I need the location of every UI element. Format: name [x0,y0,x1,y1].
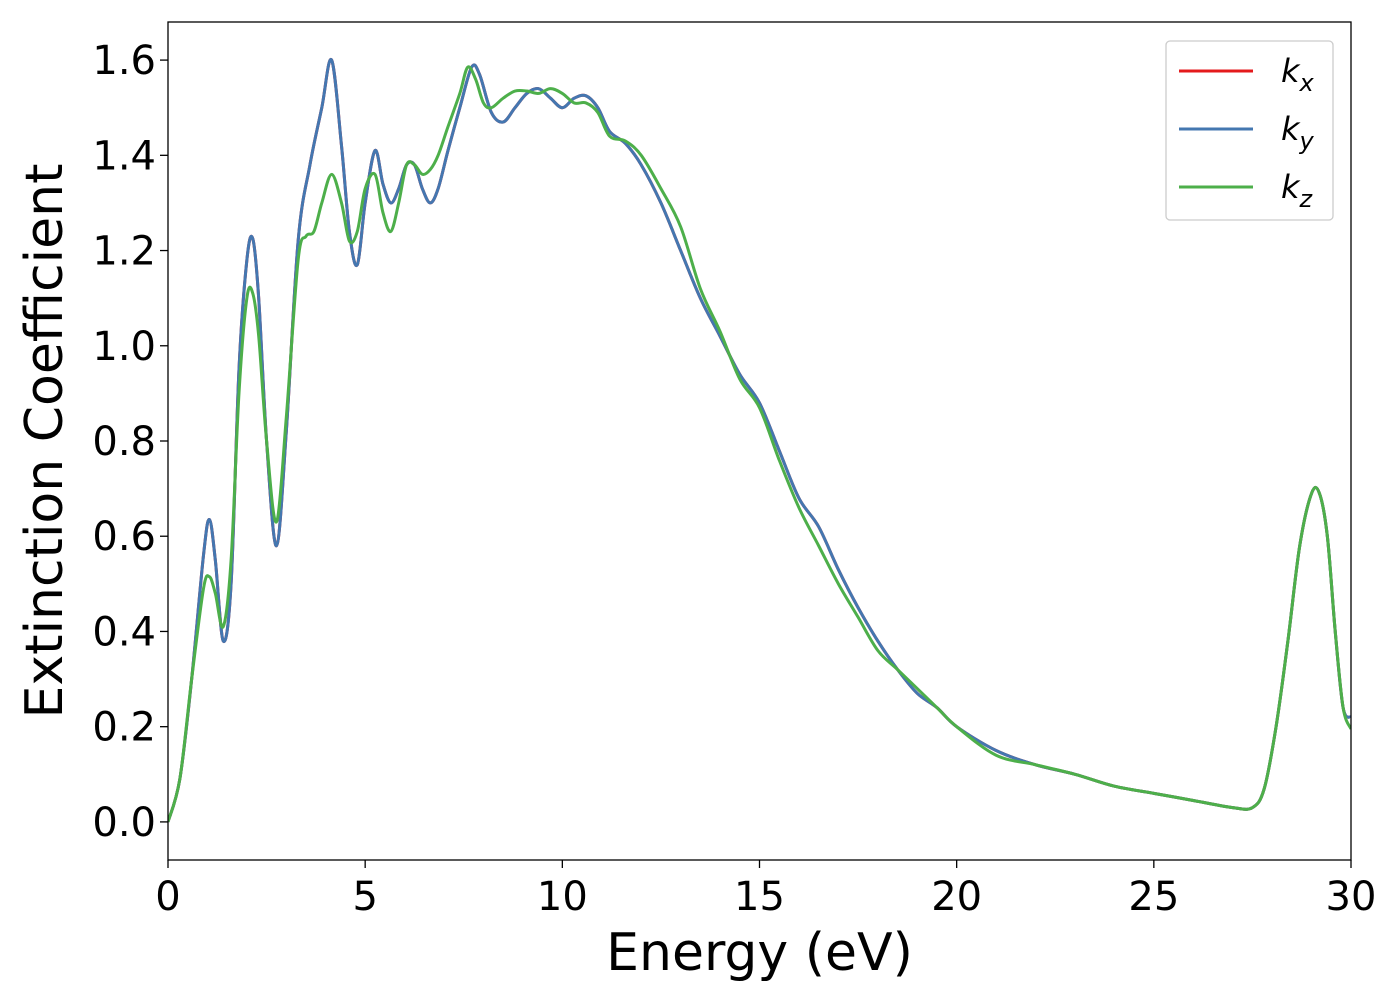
y-tick-label: 0.4 [92,609,156,655]
legend-label-kx: kx [1281,52,1315,97]
x-tick-label: 5 [352,874,377,920]
y-tick-label: 0.2 [92,705,156,751]
x-tick-label: 10 [537,874,588,920]
legend: kx ky kz [1165,40,1334,221]
y-axis-label: Extinction Coefficient [15,164,75,719]
x-tick-label: 15 [734,874,785,920]
y-tick-label: 0.0 [92,800,156,846]
y-tick-label: 0.6 [92,514,156,560]
series-line-kz [168,65,1351,823]
y-tick-label: 0.8 [92,419,156,465]
x-tick-label: 25 [1128,874,1179,920]
x-tick-label: 20 [931,874,982,920]
series-layer [168,58,1351,823]
x-tick-label: 30 [1326,874,1377,920]
x-tick-label: 0 [155,874,180,920]
y-tick-label: 1.4 [92,133,156,179]
y-tick-label: 1.2 [92,229,156,275]
legend-label-ky: ky [1281,110,1315,155]
y-tick-label: 1.0 [92,324,156,370]
y-axis-ticks: 0.0 0.2 0.4 0.6 0.8 1.0 1.2 1.4 1.6 [92,38,168,846]
legend-label-kz: kz [1281,168,1314,213]
x-axis-ticks: 0 5 10 15 20 25 30 [155,860,1376,920]
x-axis-label: Energy (eV) [606,923,913,983]
y-tick-label: 1.6 [92,38,156,84]
